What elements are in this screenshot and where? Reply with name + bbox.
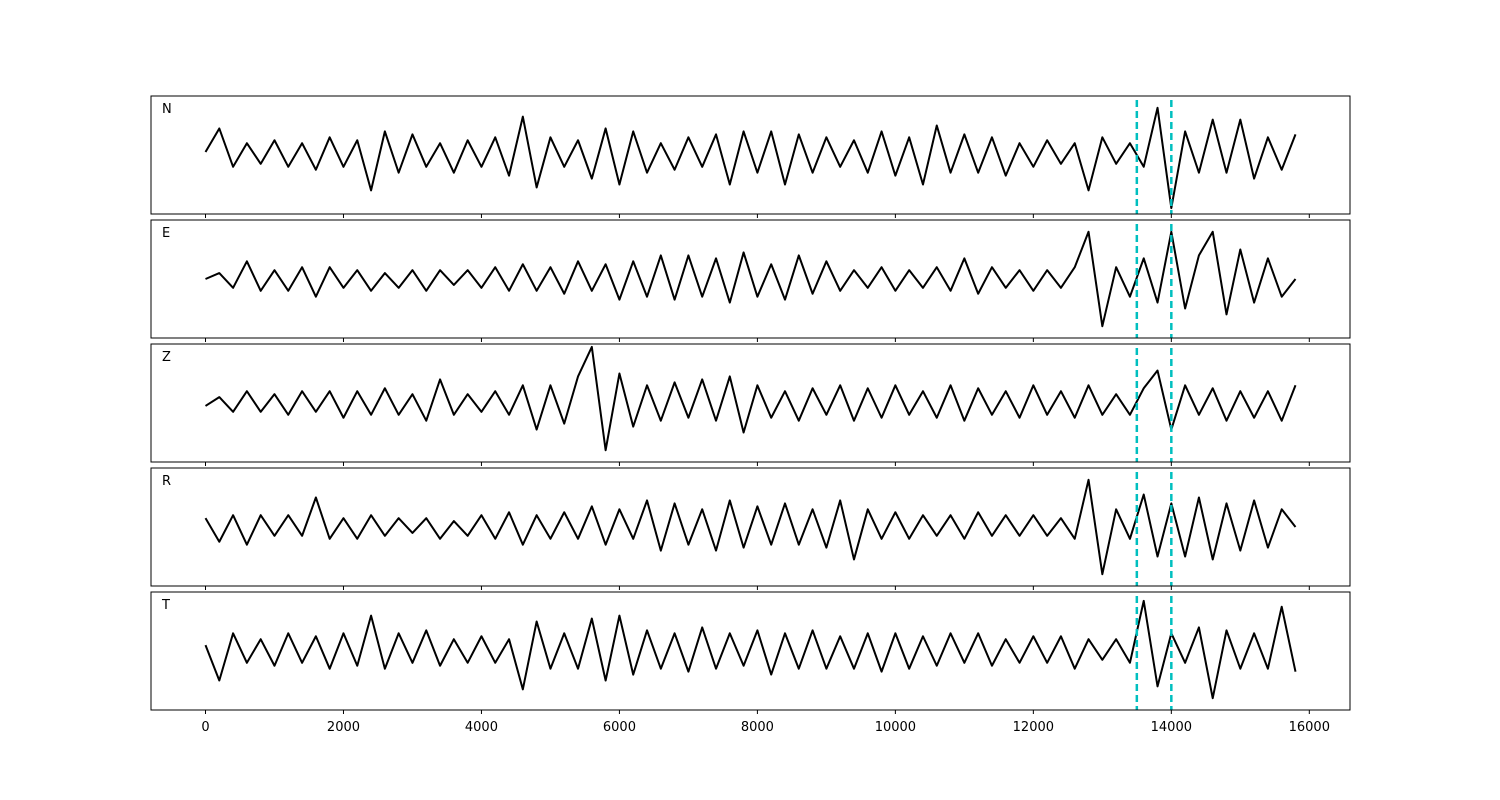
x-tick-label: 6000	[603, 720, 636, 735]
x-tick-label: 14000	[1151, 720, 1192, 735]
x-tick-label: 10000	[875, 720, 916, 735]
panel-label: Z	[162, 350, 171, 365]
trace	[204, 478, 1297, 576]
x-tick-label: 0	[201, 720, 209, 735]
panel-frame	[150, 467, 1351, 587]
x-tick-label: 4000	[465, 720, 498, 735]
panel-label: R	[162, 474, 171, 489]
panel-label: N	[162, 102, 172, 117]
x-tick-label: 16000	[1289, 720, 1330, 735]
trace	[204, 106, 1297, 210]
x-tick-label: 2000	[327, 720, 360, 735]
panel-frame	[150, 591, 1351, 711]
trace	[204, 599, 1297, 700]
x-tick-label: 12000	[1013, 720, 1054, 735]
panel-frame	[150, 219, 1351, 339]
panel-label: T	[161, 598, 170, 613]
trace	[205, 230, 1297, 328]
panel-frame	[150, 95, 1351, 215]
trace	[204, 345, 1297, 452]
panel-label: E	[162, 226, 170, 241]
x-tick-label: 8000	[741, 720, 774, 735]
panel-frame	[150, 343, 1351, 463]
